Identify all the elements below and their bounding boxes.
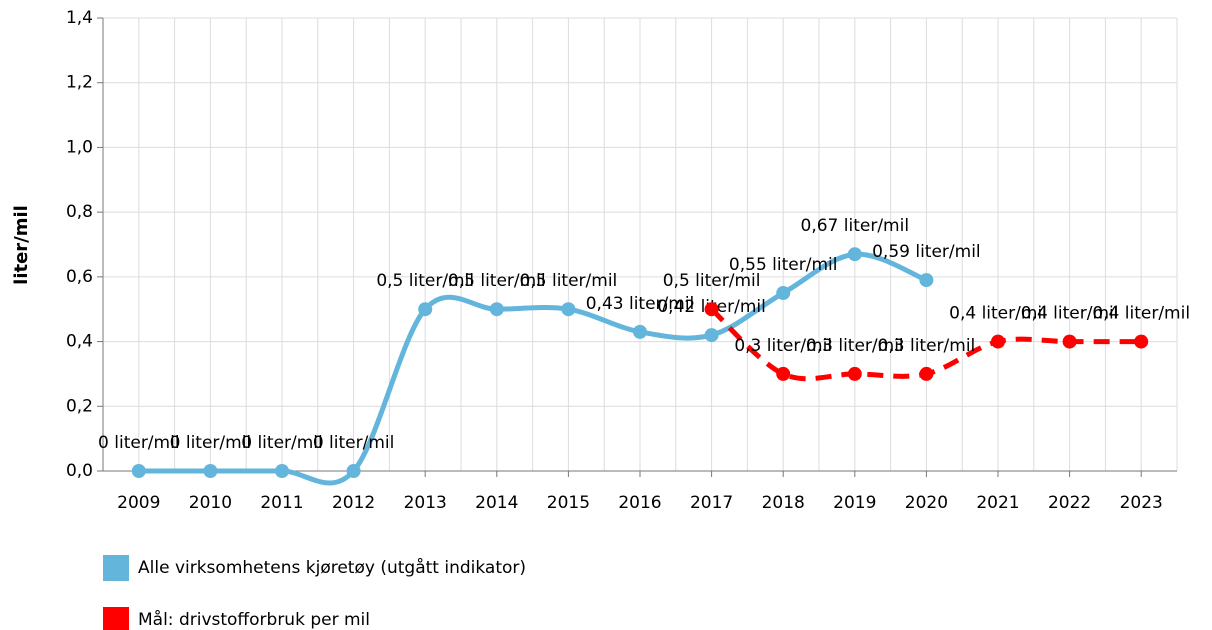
data-label: 0 liter/mil <box>98 433 180 453</box>
data-point <box>704 302 719 317</box>
data-point <box>704 328 719 343</box>
legend-label: Alle virksomhetens kjøretøy (utgått indi… <box>138 557 526 578</box>
data-point <box>346 464 361 478</box>
data-label: 0,4 liter/mil <box>1092 304 1190 324</box>
x-tick-label: 2014 <box>475 493 518 513</box>
data-label: 0,67 liter/mil <box>801 216 910 236</box>
data-point <box>847 247 862 262</box>
x-tick-label: 2019 <box>833 493 876 513</box>
data-label: 0,5 liter/mil <box>448 271 546 291</box>
data-label: 0,5 liter/mil <box>663 271 761 291</box>
data-label: 0,3 liter/mil <box>878 336 976 356</box>
data-point <box>489 302 504 317</box>
data-label: 0,59 liter/mil <box>872 242 981 262</box>
y-tick-label: 1,4 <box>66 8 93 28</box>
data-point <box>776 286 791 301</box>
x-tick-label: 2016 <box>618 493 661 513</box>
data-label: 0 liter/mil <box>313 433 395 453</box>
y-tick-label: 0,8 <box>66 202 93 222</box>
x-tick-label: 2010 <box>189 493 232 513</box>
data-point <box>561 302 576 317</box>
data-point <box>1062 334 1077 349</box>
data-point <box>991 334 1005 349</box>
x-tick-label: 2009 <box>117 493 160 513</box>
x-tick-label: 2011 <box>260 493 303 513</box>
data-point <box>1134 334 1149 349</box>
data-point <box>776 366 791 381</box>
x-tick-label: 2021 <box>976 493 1019 513</box>
x-tick-label: 2012 <box>332 493 375 513</box>
data-point <box>919 366 934 381</box>
data-label: 0,43 liter/mil <box>586 294 695 314</box>
data-label: 0 liter/mil <box>170 433 252 453</box>
y-tick-label: 1,0 <box>66 137 93 157</box>
data-label: 0,3 liter/mil <box>806 336 904 356</box>
data-point <box>418 302 433 317</box>
y-tick-label: 0,6 <box>66 267 93 287</box>
data-label: 0,3 liter/mil <box>734 336 832 356</box>
legend-swatch <box>103 555 129 581</box>
data-label: 0,4 liter/mil <box>949 304 1047 324</box>
y-tick-label: 0,2 <box>66 396 93 416</box>
data-point <box>633 324 647 339</box>
x-tick-label: 2018 <box>762 493 805 513</box>
y-tick-label: 0,4 <box>66 332 93 352</box>
data-label: 0,5 liter/mil <box>520 271 618 291</box>
x-tick-label: 2013 <box>404 493 447 513</box>
y-axis-label: liter/mil <box>11 205 32 285</box>
x-tick-label: 2023 <box>1120 493 1163 513</box>
data-point <box>919 273 934 288</box>
x-tick-label: 2022 <box>1048 493 1091 513</box>
data-label: 0,5 liter/mil <box>376 271 474 291</box>
data-label: 0,55 liter/mil <box>729 255 838 275</box>
y-tick-label: 0,0 <box>66 461 93 481</box>
legend-label: Mål: drivstofforbruk per mil <box>138 609 370 630</box>
data-label: 0,4 liter/mil <box>1021 304 1119 324</box>
legend-swatch <box>103 607 129 630</box>
x-tick-label: 2015 <box>547 493 590 513</box>
data-label: 0 liter/mil <box>241 433 323 453</box>
y-tick-label: 1,2 <box>66 73 93 93</box>
x-tick-label: 2020 <box>905 493 948 513</box>
data-point <box>203 464 218 478</box>
x-tick-label: 2017 <box>690 493 733 513</box>
data-point <box>847 366 862 381</box>
data-point <box>131 464 146 478</box>
data-point <box>275 464 289 478</box>
